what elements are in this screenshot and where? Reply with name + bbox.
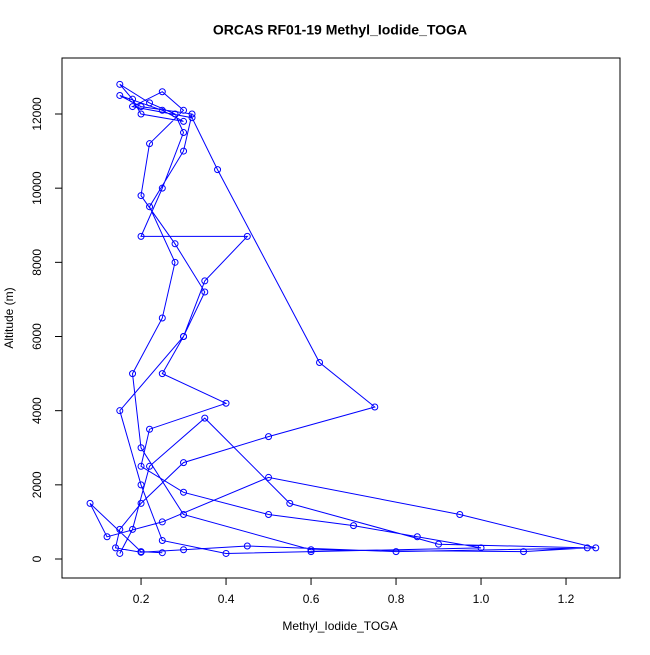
x-tick-label: 0.4 <box>218 592 235 606</box>
data-point <box>158 370 166 378</box>
data-point <box>146 203 154 211</box>
data-point <box>116 407 124 415</box>
data-point <box>222 549 230 557</box>
y-tick-label: 12000 <box>30 97 44 131</box>
data-point <box>180 106 188 114</box>
data-line <box>89 83 596 555</box>
x-tick-label: 0.2 <box>133 592 150 606</box>
data-point <box>371 403 379 411</box>
data-point <box>116 549 124 557</box>
y-tick-label: 4000 <box>30 397 44 424</box>
data-point <box>137 462 145 470</box>
data-point <box>158 518 166 526</box>
data-point <box>180 333 188 341</box>
data-point <box>158 536 166 544</box>
data-point <box>129 370 137 378</box>
data-point <box>137 103 145 111</box>
y-axis-label: Altitude (m) <box>2 287 16 348</box>
data-point <box>350 522 358 530</box>
data-point <box>171 258 179 266</box>
data-point <box>222 399 230 407</box>
x-tick-label: 1.0 <box>473 592 490 606</box>
y-tick-label: 10000 <box>30 171 44 205</box>
data-point <box>316 358 324 366</box>
x-tick-label: 0.8 <box>388 592 405 606</box>
data-point <box>86 499 94 507</box>
data-point <box>158 184 166 192</box>
data-point <box>180 117 188 125</box>
data-point <box>171 110 179 118</box>
y-tick-label: 0 <box>30 555 44 562</box>
data-point <box>158 88 166 96</box>
data-point <box>286 499 294 507</box>
data-point <box>201 277 209 285</box>
data-point <box>413 533 421 541</box>
data-point <box>146 99 154 107</box>
data-point <box>146 462 154 470</box>
data-point <box>137 548 145 556</box>
data-point <box>116 80 124 88</box>
data-point <box>137 232 145 240</box>
data-point <box>146 425 154 433</box>
data-point <box>137 481 145 489</box>
data-point <box>180 488 188 496</box>
data-point <box>137 192 145 200</box>
data-point <box>307 546 315 554</box>
data-point <box>137 110 145 118</box>
y-tick-label: 8000 <box>30 249 44 276</box>
data-point <box>180 129 188 137</box>
data-point <box>583 544 591 552</box>
data-point <box>137 499 145 507</box>
data-point <box>137 444 145 452</box>
data-point <box>201 414 209 422</box>
data-point <box>592 544 600 552</box>
data-point <box>520 548 528 556</box>
data-point <box>171 240 179 248</box>
x-tick-label: 0.6 <box>303 592 320 606</box>
data-point <box>180 511 188 519</box>
data-point <box>243 232 251 240</box>
data-point <box>214 166 222 174</box>
data-point <box>129 95 137 103</box>
data-point <box>158 106 166 114</box>
data-point <box>265 473 273 481</box>
data-point <box>435 540 443 548</box>
data-point <box>129 103 137 111</box>
chart-title: ORCAS RF01-19 Methyl_Iodide_TOGA <box>213 22 467 38</box>
y-tick-label: 2000 <box>30 471 44 498</box>
data-point <box>188 114 196 122</box>
data-point <box>265 511 273 519</box>
data-point <box>201 288 209 296</box>
data-point <box>477 544 485 552</box>
data-point <box>307 548 315 556</box>
data-point <box>146 140 154 148</box>
data-point <box>392 548 400 556</box>
data-point <box>129 525 137 533</box>
data-point <box>243 542 251 550</box>
data-point <box>158 549 166 557</box>
data-point <box>188 110 196 118</box>
x-tick-label: 1.2 <box>558 592 575 606</box>
data-point <box>265 433 273 441</box>
data-point <box>116 91 124 99</box>
data-point <box>116 525 124 533</box>
data-point <box>180 546 188 554</box>
y-tick-label: 6000 <box>30 323 44 350</box>
data-point <box>180 147 188 155</box>
data-point <box>103 533 111 541</box>
data-point <box>112 544 120 552</box>
x-axis-label: Methyl_Iodide_TOGA <box>282 619 397 633</box>
plot-box <box>61 57 621 579</box>
data-point <box>158 314 166 322</box>
data-point <box>180 459 188 467</box>
data-point <box>456 511 464 519</box>
